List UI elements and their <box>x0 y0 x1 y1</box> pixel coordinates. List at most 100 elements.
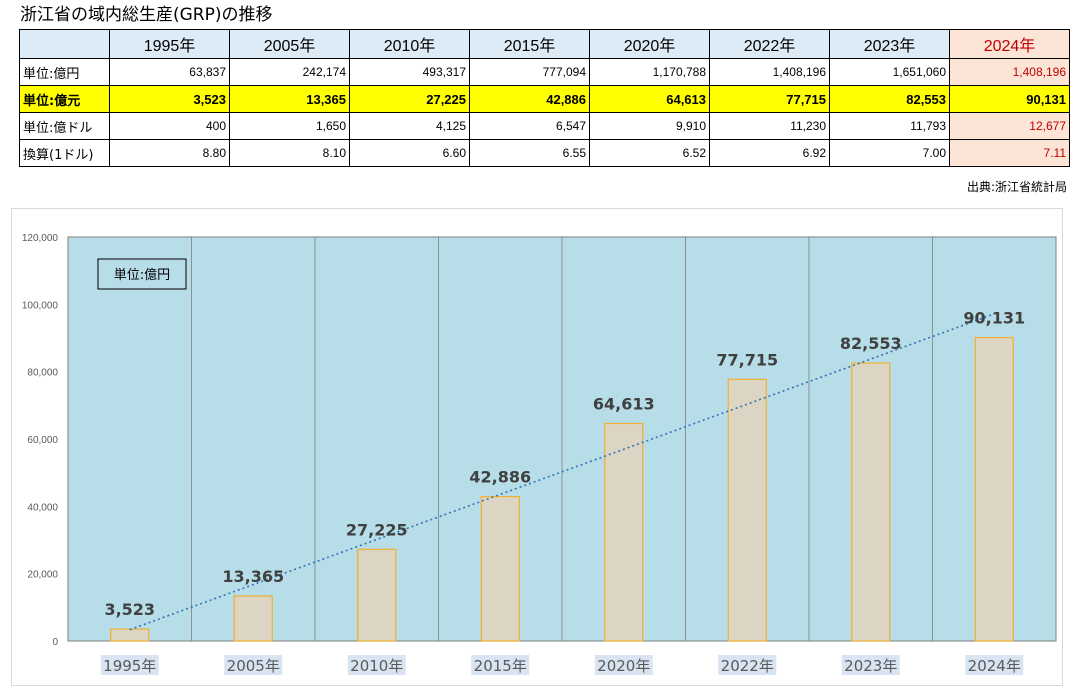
unit-annotation-frame <box>97 258 187 290</box>
table-cell-highlight: 12,677 <box>949 112 1070 140</box>
table-cell: 493,317 <box>349 58 470 86</box>
bar <box>480 496 520 642</box>
table-row: 換算(1ドル) 8.80 8.10 6.60 6.55 6.52 6.92 7.… <box>19 139 1070 167</box>
row-label: 換算(1ドル) <box>19 139 110 167</box>
table-cell: 1,408,196 <box>709 58 830 86</box>
x-category-highlight <box>841 655 900 675</box>
table-cell: 8.80 <box>109 139 230 167</box>
x-category-highlight <box>224 655 283 675</box>
table-cell-highlight: 90,131 <box>949 85 1070 113</box>
table-cell: 3,523 <box>109 85 230 113</box>
data-label: 90,131 <box>963 309 1025 328</box>
grp-table: 1995年 2005年 2010年 2015年 2020年 2022年 2023… <box>19 29 1070 167</box>
table-cell: 11,230 <box>709 112 830 140</box>
table-cell: 6.55 <box>469 139 590 167</box>
table-cell: 6.60 <box>349 139 470 167</box>
table-row-yuan: 単位:億元 3,523 13,365 27,225 42,886 64,613 … <box>19 85 1070 113</box>
data-label: 64,613 <box>593 394 655 413</box>
row-label: 単位:億元 <box>19 85 110 113</box>
x-category-label: 2023年 <box>844 657 897 675</box>
table-cell: 6.52 <box>589 139 710 167</box>
bar <box>604 422 644 642</box>
table-cell: 777,094 <box>469 58 590 86</box>
table-cell: 77,715 <box>709 85 830 113</box>
table-cell: 6.92 <box>709 139 830 167</box>
table-cell: 1,651,060 <box>829 58 950 86</box>
y-tick-label: 100,000 <box>22 300 59 311</box>
x-category-label: 2015年 <box>474 657 527 675</box>
x-category-highlight <box>594 655 653 675</box>
y-tick-label: 0 <box>52 637 58 648</box>
page-title: 浙江省の域内総生産(GRP)の推移 <box>20 5 273 25</box>
table-cell: 242,174 <box>229 58 350 86</box>
x-category-label: 2005年 <box>227 657 280 675</box>
table-cell: 11,793 <box>829 112 950 140</box>
table-cell-highlight: 1,408,196 <box>949 58 1070 86</box>
data-label: 3,523 <box>104 600 155 619</box>
table-header-year: 2023年 <box>829 29 950 59</box>
grid-lines <box>191 237 933 641</box>
row-label: 単位:億円 <box>19 58 110 86</box>
table-cell: 42,886 <box>469 85 590 113</box>
bar <box>233 595 273 642</box>
y-tick-label: 80,000 <box>27 368 58 379</box>
table-cell: 9,910 <box>589 112 710 140</box>
data-label: 42,886 <box>469 468 531 487</box>
data-label: 77,715 <box>716 350 778 369</box>
x-category-highlight <box>718 655 777 675</box>
table-cell: 63,837 <box>109 58 230 86</box>
x-category-label: 1995年 <box>103 657 156 675</box>
table-row: 単位:億円 63,837 242,174 493,317 777,094 1,1… <box>19 58 1070 86</box>
table-header-year: 2005年 <box>229 29 350 59</box>
table-cell-highlight: 7.11 <box>949 139 1070 167</box>
table-cell: 4,125 <box>349 112 470 140</box>
bar-chart: 3,523 13,365 27,225 42,886 64,613 77,715 82,55… <box>22 233 1057 675</box>
table-cell: 6,547 <box>469 112 590 140</box>
x-category-highlight <box>347 655 406 675</box>
x-category-label: 2024年 <box>968 657 1021 675</box>
data-label: 82,553 <box>840 334 902 353</box>
x-category-highlight <box>965 655 1024 675</box>
x-category-label: 2020年 <box>597 657 650 675</box>
bar <box>851 362 891 642</box>
x-category-highlight <box>100 655 159 675</box>
table-cell: 27,225 <box>349 85 470 113</box>
table-cell: 8.10 <box>229 139 350 167</box>
data-label: 13,365 <box>222 567 284 586</box>
x-axis-categories: 1995年 2005年 2010年 2015年 2020年 2022年 2023年 2024年 <box>100 655 1024 675</box>
table-row: 単位:億ドル 400 1,650 4,125 6,547 9,910 11,23… <box>19 112 1070 140</box>
row-label: 単位:億ドル <box>19 112 110 140</box>
x-category-label: 2010年 <box>350 657 403 675</box>
table-cell: 82,553 <box>829 85 950 113</box>
data-labels: 3,523 13,365 27,225 42,886 64,613 77,715 82,55… <box>104 309 1025 620</box>
data-label: 27,225 <box>346 520 408 539</box>
bar <box>727 378 767 642</box>
x-category-highlight <box>471 655 530 675</box>
table-header-year: 2010年 <box>349 29 470 59</box>
chart-frame: 3,523 13,365 27,225 42,886 64,613 77,715 82,55… <box>11 208 1063 686</box>
y-tick-label: 120,000 <box>22 233 59 244</box>
bar <box>974 336 1014 642</box>
y-tick-label: 60,000 <box>27 435 58 446</box>
table-header-year: 1995年 <box>109 29 230 59</box>
x-category-label: 2022年 <box>721 657 774 675</box>
y-tick-label: 40,000 <box>27 502 58 513</box>
table-cell: 1,650 <box>229 112 350 140</box>
trendline-group <box>129 313 995 631</box>
bar <box>110 628 150 642</box>
unit-annotation: 単位:億円 <box>114 267 170 283</box>
table-cell: 400 <box>109 112 230 140</box>
y-axis-ticks: 0 20,000 40,000 60,000 80,000 100,000 120,000 <box>22 233 59 648</box>
table-cell: 1,170,788 <box>589 58 710 86</box>
table-header-year: 2022年 <box>709 29 830 59</box>
table-header-row: 1995年 2005年 2010年 2015年 2020年 2022年 2023… <box>19 29 1070 59</box>
unit-annotation-box: 単位:億円 <box>97 258 187 290</box>
table-cell: 13,365 <box>229 85 350 113</box>
table-cell: 64,613 <box>589 85 710 113</box>
trendline <box>129 313 995 631</box>
table-header-year: 2015年 <box>469 29 590 59</box>
bars <box>110 336 1014 642</box>
table-header-corner <box>19 29 110 59</box>
bar <box>357 548 397 642</box>
y-tick-label: 20,000 <box>27 570 58 581</box>
